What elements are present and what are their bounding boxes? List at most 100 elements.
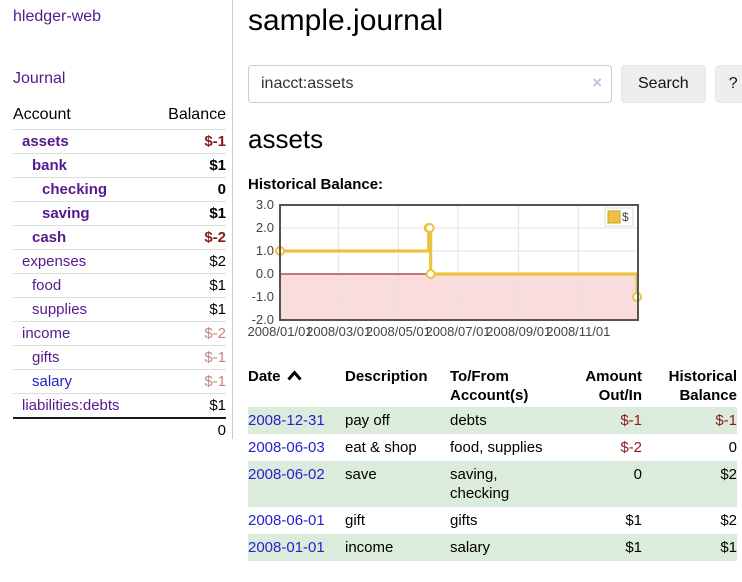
account-balance: $-2 — [151, 225, 226, 250]
register-header-label: Historical Balance — [668, 368, 737, 404]
account-row: salary $-1 — [13, 369, 226, 394]
sidebar-account-income[interactable]: income — [22, 325, 71, 342]
y-axis-tick-label: 0.0 — [256, 266, 274, 281]
register-header-label: Description — [345, 368, 428, 385]
page-title: sample.journal — [248, 4, 444, 37]
sidebar-account-bank[interactable]: bank — [32, 157, 68, 174]
search-button[interactable]: Search — [621, 65, 706, 103]
account-row: checking 0 — [13, 177, 226, 202]
accounts-total-row: 0 — [13, 417, 226, 442]
sidebar-account-checking[interactable]: checking — [42, 181, 108, 198]
transaction-date-link[interactable]: 2008-06-03 — [248, 439, 325, 456]
register-header-description: Description — [345, 365, 450, 407]
y-axis-tick-label: -2.0 — [252, 312, 274, 327]
sidebar-item-journal[interactable]: Journal — [13, 70, 66, 87]
account-row: food $1 — [13, 273, 226, 298]
account-row: saving $1 — [13, 201, 226, 226]
account-row: cash $-2 — [13, 225, 226, 250]
sidebar-account-liabilities-debts[interactable]: liabilities:debts — [22, 397, 120, 414]
transaction-row: 2008-01-01 income salary $1 $1 — [248, 534, 737, 561]
page: hledger-web Journal Account Balance asse… — [13, 0, 742, 561]
account-row: expenses $2 — [13, 249, 226, 274]
transaction-row: 2008-06-02 save saving, checking 0 $2 — [248, 461, 737, 507]
account-balance: $1 — [151, 393, 226, 418]
account-row: supplies $1 — [13, 297, 226, 322]
account-balance: $-1 — [151, 369, 226, 394]
transaction-description: income — [345, 534, 450, 561]
transaction-balance: 0 — [728, 439, 737, 456]
transaction-balance: $1 — [642, 534, 737, 561]
register-header-to-from-account-s-: To/From Account(s) — [450, 365, 572, 407]
transaction-date-link[interactable]: 2008-01-01 — [248, 539, 325, 556]
account-balance: $1 — [151, 153, 226, 178]
legend-swatch — [607, 210, 621, 224]
x-axis-tick-label: 2008/01/01 — [248, 324, 313, 339]
transaction-accounts: food, supplies — [450, 439, 543, 456]
help-button[interactable]: ? — [714, 65, 742, 103]
sidebar-account-cash[interactable]: cash — [32, 229, 67, 246]
transaction-amount: $-2 — [620, 439, 642, 456]
sidebar-account-salary[interactable]: salary — [32, 373, 73, 390]
register-header-historical-balance: Historical Balance — [642, 365, 737, 407]
register-header-label: To/From Account(s) — [450, 368, 529, 404]
account-balance: $1 — [151, 273, 226, 298]
chart-label: Historical Balance: — [248, 176, 384, 193]
search-box: × — [248, 65, 612, 103]
register-table: Date Description To/From Account(s) Amount … — [248, 365, 737, 561]
clear-search-icon[interactable]: × — [592, 73, 602, 92]
accounts-table: Account Balance assets $-1 bank $1 checking 0… — [13, 104, 226, 442]
y-axis-tick-label: 2.0 — [256, 220, 274, 235]
app-title-link[interactable]: hledger-web — [13, 8, 102, 25]
sidebar-account-supplies[interactable]: supplies — [32, 301, 88, 318]
transaction-date-link[interactable]: 2008-06-02 — [248, 466, 325, 483]
transaction-accounts: saving, checking — [450, 461, 572, 507]
account-balance: $1 — [151, 297, 226, 322]
sidebar-account-gifts[interactable]: gifts — [32, 349, 60, 366]
account-row: bank $1 — [13, 153, 226, 178]
account-balance: $-1 — [151, 129, 226, 154]
transaction-row: 2008-06-03 eat & shop food, supplies $-2 0 — [248, 434, 737, 461]
transaction-row: 2008-12-31 pay off debts $-1 $-1 — [248, 407, 737, 434]
search-input[interactable] — [248, 65, 612, 103]
sidebar-account-food[interactable]: food — [32, 277, 62, 294]
register-header-amount-out-in: Amount Out/In — [572, 365, 642, 407]
account-balance: 0 — [151, 177, 226, 202]
transaction-date-link[interactable]: 2008-12-31 — [248, 412, 325, 429]
transaction-description: eat & shop — [345, 439, 417, 456]
accounts-header-balance: Balance — [168, 106, 226, 123]
account-title: assets — [248, 124, 324, 154]
transaction-amount: $1 — [572, 534, 642, 561]
account-balance: $-1 — [151, 345, 226, 370]
account-row: gifts $-1 — [13, 345, 226, 370]
transaction-row: 2008-06-01 gift gifts $1 $2 — [248, 507, 737, 534]
sidebar-account-saving[interactable]: saving — [42, 205, 90, 222]
chart-svg: $3.0 2.0 1.0 0.0 -1.0 -2.02008/01/012008/03/0… — [247, 197, 643, 339]
transaction-accounts: salary — [450, 534, 572, 561]
data-point-marker — [425, 269, 436, 279]
account-row: income $-2 — [13, 321, 226, 346]
transaction-accounts: debts — [450, 407, 572, 434]
x-axis-tick-label: 2008/11/01 — [546, 324, 610, 339]
transaction-balance: $2 — [642, 461, 737, 507]
transaction-accounts: gifts — [450, 512, 478, 529]
transaction-amount: $-1 — [572, 407, 642, 434]
account-row: assets $-1 — [13, 129, 226, 154]
account-balance: $1 — [151, 201, 226, 226]
data-point-marker — [424, 223, 435, 233]
accounts-header-account: Account — [13, 106, 71, 123]
y-axis-tick-label: 1.0 — [256, 243, 274, 258]
x-axis-tick-label: 2008/03/01 — [306, 324, 371, 339]
transaction-description: pay off — [345, 407, 450, 434]
transaction-balance: $2 — [720, 512, 737, 529]
register-header-date[interactable]: Date — [248, 365, 345, 407]
transaction-amount: $1 — [625, 512, 642, 529]
main-content: sample.journal × Search ? assets Histori… — [233, 0, 742, 561]
legend-label: $ — [622, 210, 629, 224]
sidebar-account-expenses[interactable]: expenses — [22, 253, 87, 270]
x-axis-tick-label: 2008/09/01 — [486, 324, 551, 339]
account-balance: $2 — [151, 249, 226, 274]
accounts-total: 0 — [151, 417, 226, 442]
y-axis-tick-label: -1.0 — [252, 289, 274, 304]
sidebar-account-assets[interactable]: assets — [22, 133, 69, 150]
transaction-date-link[interactable]: 2008-06-01 — [248, 512, 325, 529]
